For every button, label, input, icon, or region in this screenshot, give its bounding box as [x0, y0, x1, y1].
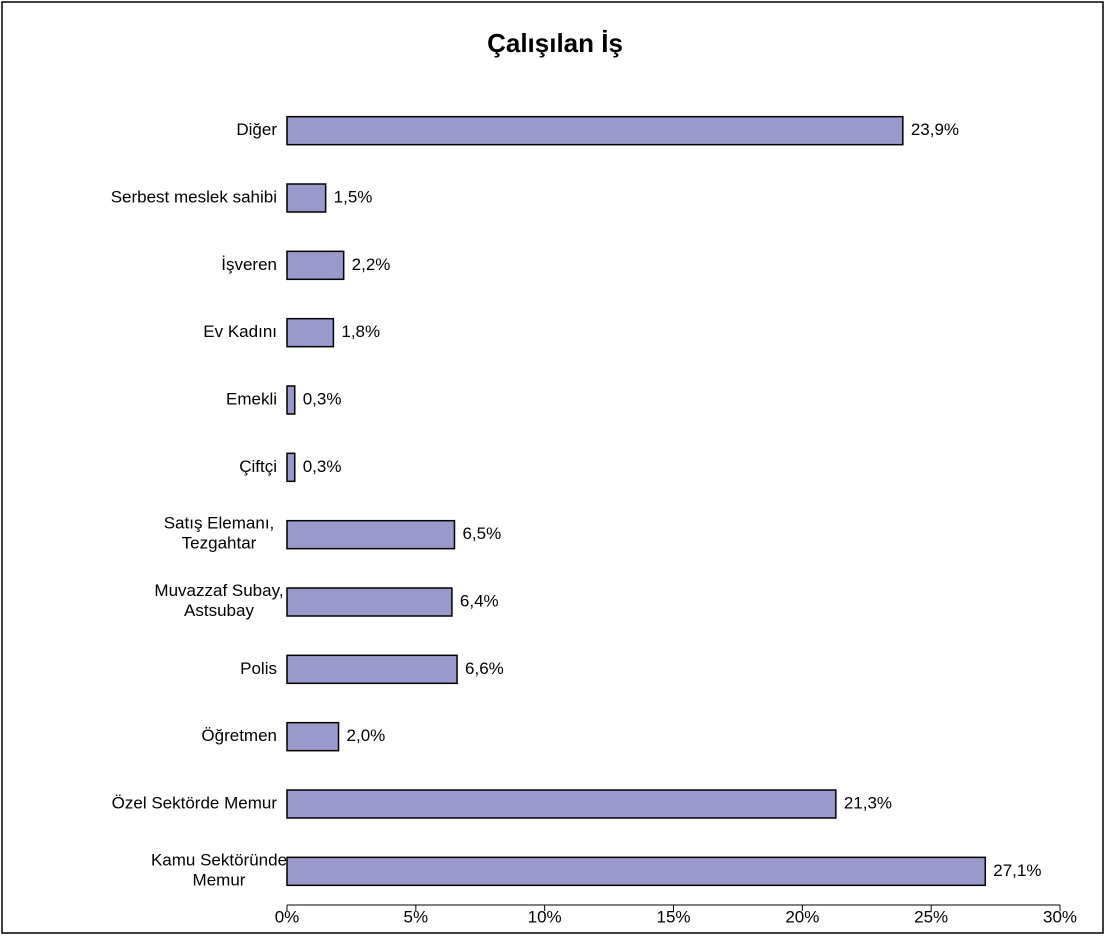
y-tick-label: Özel Sektörde Memur: [112, 793, 278, 812]
y-tick-label: İşveren: [221, 255, 277, 274]
y-tick-label: Ev Kadını: [203, 322, 277, 341]
data-label: 1,8%: [341, 322, 380, 341]
bar: [286, 721, 340, 752]
x-tick-label: 25%: [914, 907, 948, 926]
x-tick-label: 0%: [275, 907, 300, 926]
y-tick-label: Serbest meslek sahibi: [111, 187, 277, 206]
x-tick-label: 10%: [528, 907, 562, 926]
chart-title: Çalışılan İş: [487, 28, 623, 58]
data-label: 1,5%: [334, 187, 373, 206]
bar: [286, 452, 296, 483]
y-tick-label: Kamu Sektöründe Memur: [151, 851, 287, 890]
data-label: 0,3%: [303, 457, 342, 476]
data-label: 6,5%: [462, 524, 501, 543]
y-tick-label: Satış Elemanı, Tezgahtar: [164, 514, 275, 553]
x-tick-label: 15%: [656, 907, 690, 926]
bar: [286, 654, 458, 685]
data-label: 6,6%: [465, 659, 504, 678]
x-tick-label: 5%: [404, 907, 429, 926]
data-label: 2,2%: [352, 255, 391, 274]
x-tick-label: 20%: [785, 907, 819, 926]
bar: [286, 519, 456, 550]
y-tick-label: Öğretmen: [201, 726, 277, 745]
x-tick-label: 30%: [1043, 907, 1077, 926]
data-label: 6,4%: [460, 591, 499, 610]
data-label: 27,1%: [993, 861, 1041, 880]
bar: [286, 856, 987, 887]
bar: [286, 250, 345, 281]
y-tick-label: Diğer: [236, 120, 277, 139]
bar: [286, 183, 327, 213]
bar: [286, 587, 453, 617]
data-label: 23,9%: [911, 120, 959, 139]
bar: [286, 317, 335, 348]
bar: [286, 789, 837, 819]
bar: [286, 385, 296, 415]
y-tick-label: Polis: [240, 659, 277, 678]
data-label: 21,3%: [844, 793, 892, 812]
y-tick-label: Muvazzaf Subay, Astsubay: [154, 581, 283, 620]
data-label: 0,3%: [303, 389, 342, 408]
bar: [286, 115, 904, 146]
y-tick-label: Çiftçi: [239, 457, 277, 476]
data-label: 2,0%: [347, 726, 386, 745]
y-tick-label: Emekli: [226, 389, 277, 408]
